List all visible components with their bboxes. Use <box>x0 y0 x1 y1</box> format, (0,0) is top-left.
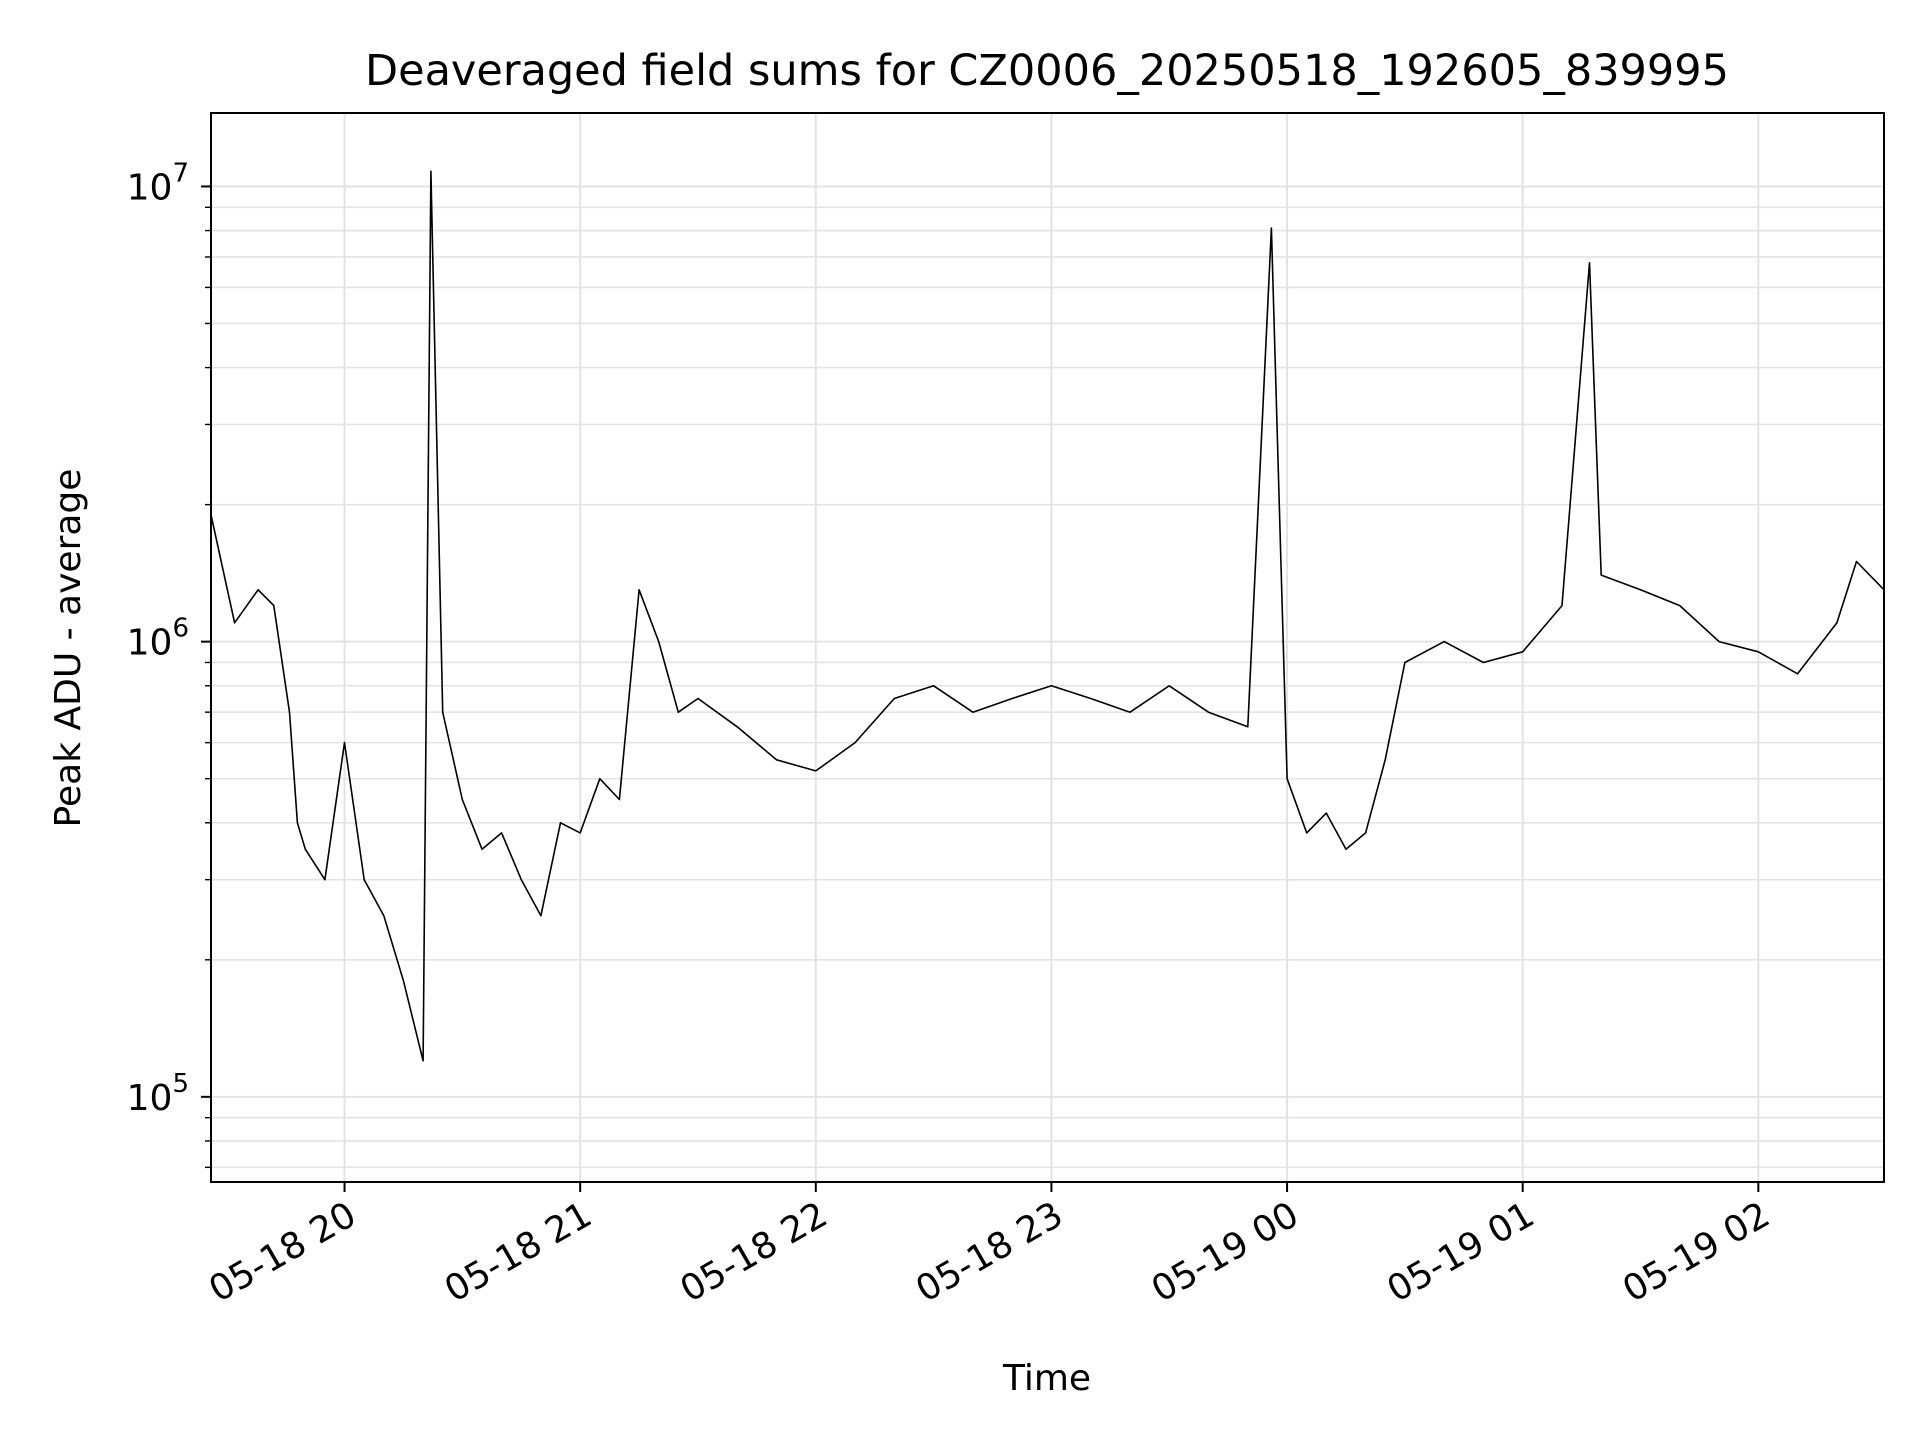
series-polyline <box>210 170 1885 1062</box>
y-axis: 105 106 107 <box>127 158 211 1169</box>
y-axis-label: Peak ADU - average <box>48 469 89 828</box>
y-tick-label: 106 <box>127 614 189 664</box>
plot-frame <box>210 112 1885 1183</box>
x-axis-label: Time <box>1002 1358 1091 1399</box>
y-tick-label: 105 <box>127 1069 189 1119</box>
series-line <box>210 170 1885 1062</box>
y-tick-label: 107 <box>127 158 189 208</box>
chart-title: Deaveraged field sums for CZ0006_2025051… <box>365 46 1729 96</box>
grid <box>211 113 1884 1182</box>
